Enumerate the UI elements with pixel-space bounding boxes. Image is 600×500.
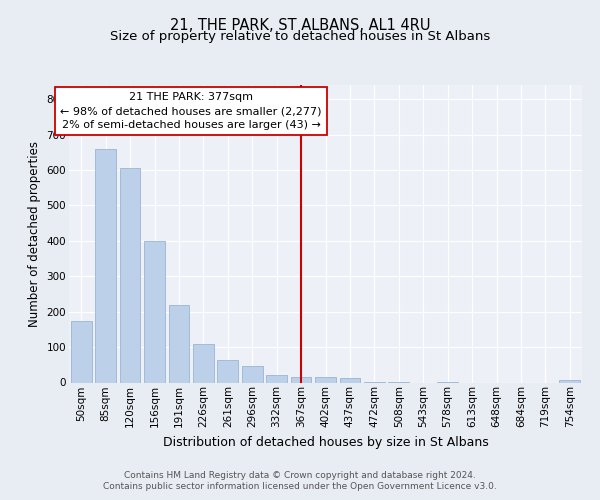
Bar bbox=[242, 366, 263, 382]
Text: 21 THE PARK: 377sqm
← 98% of detached houses are smaller (2,277)
2% of semi-deta: 21 THE PARK: 377sqm ← 98% of detached ho… bbox=[61, 92, 322, 130]
Bar bbox=[119, 168, 140, 382]
Text: Contains public sector information licensed under the Open Government Licence v3: Contains public sector information licen… bbox=[103, 482, 497, 491]
Bar bbox=[559, 380, 580, 382]
Bar bbox=[169, 306, 190, 382]
Bar bbox=[144, 241, 165, 382]
Bar bbox=[340, 378, 361, 382]
Text: 21, THE PARK, ST ALBANS, AL1 4RU: 21, THE PARK, ST ALBANS, AL1 4RU bbox=[170, 18, 430, 32]
Text: Size of property relative to detached houses in St Albans: Size of property relative to detached ho… bbox=[110, 30, 490, 43]
Bar bbox=[266, 374, 287, 382]
Bar bbox=[95, 149, 116, 382]
Bar bbox=[290, 377, 311, 382]
Bar bbox=[193, 344, 214, 382]
Bar bbox=[217, 360, 238, 382]
Text: Contains HM Land Registry data © Crown copyright and database right 2024.: Contains HM Land Registry data © Crown c… bbox=[124, 471, 476, 480]
Y-axis label: Number of detached properties: Number of detached properties bbox=[28, 141, 41, 327]
X-axis label: Distribution of detached houses by size in St Albans: Distribution of detached houses by size … bbox=[163, 436, 488, 448]
Bar bbox=[315, 377, 336, 382]
Bar bbox=[71, 320, 92, 382]
